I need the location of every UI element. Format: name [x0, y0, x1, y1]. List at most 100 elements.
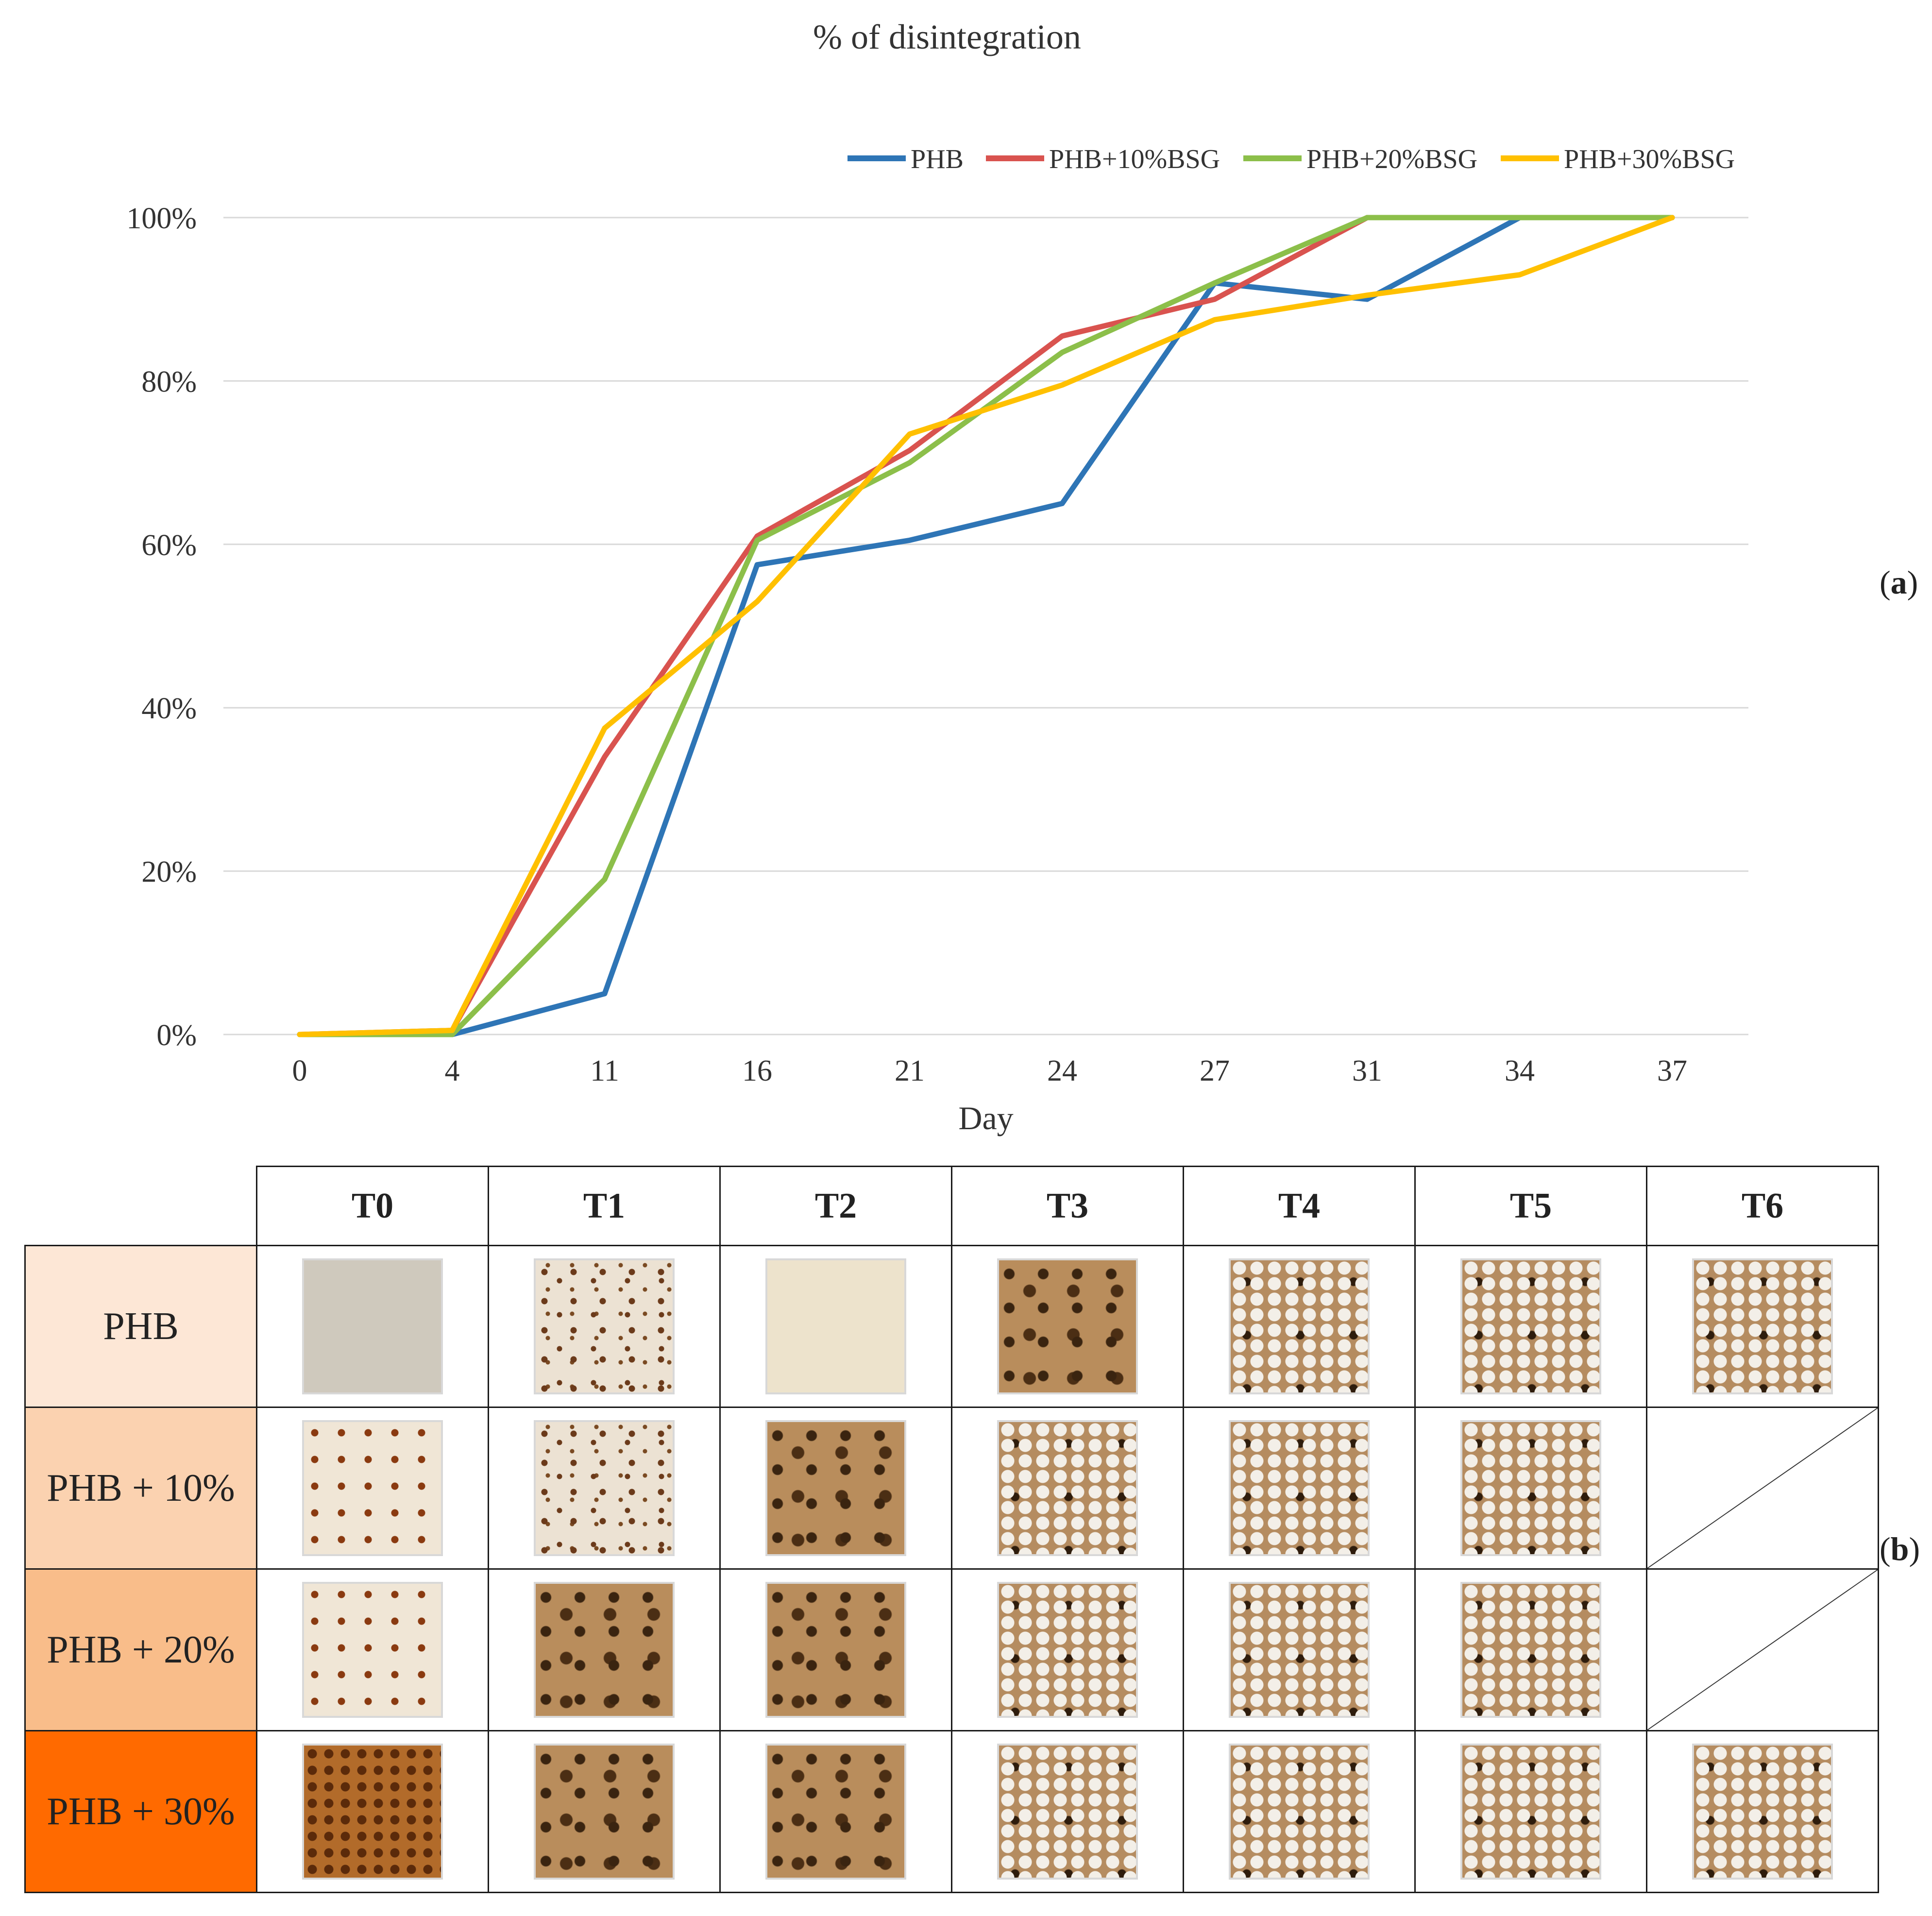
column-header: T0: [256, 1166, 489, 1246]
column-header: T3: [951, 1166, 1184, 1246]
sample-photo: [1229, 1420, 1370, 1556]
sample-photo: [534, 1582, 675, 1718]
sample-cell: [719, 1568, 952, 1731]
sample-photo: [302, 1420, 443, 1556]
y-tick-label: 100%: [126, 202, 197, 235]
sample-photo: [997, 1744, 1138, 1880]
sample-photo: [1229, 1582, 1370, 1718]
sample-cell: [719, 1245, 952, 1408]
x-tick-label: 0: [292, 1054, 307, 1087]
sample-cell: [1414, 1568, 1647, 1731]
sample-photo: [534, 1258, 675, 1394]
x-tick-label: 24: [1047, 1054, 1077, 1087]
sample-cell: [256, 1568, 489, 1731]
sample-cell: [488, 1407, 721, 1570]
sample-photo: [1229, 1258, 1370, 1394]
sample-photo: [1229, 1744, 1370, 1880]
sample-cell: [951, 1568, 1184, 1731]
sample-cell: [1646, 1245, 1879, 1408]
panel-label-a: (a): [1880, 564, 1918, 601]
y-tick-label: 60%: [141, 529, 197, 562]
sample-cell: [719, 1730, 952, 1893]
sample-cell: [1183, 1568, 1416, 1731]
sample-cell: [951, 1730, 1184, 1893]
sample-photo: [534, 1744, 675, 1880]
sample-photo: [302, 1744, 443, 1880]
sample-photo: [997, 1258, 1138, 1394]
row-header: PHB + 10%: [24, 1407, 257, 1570]
legend-label: PHB+10%BSG: [1049, 144, 1220, 174]
sample-photo: [1692, 1258, 1833, 1394]
legend-label: PHB+30%BSG: [1564, 144, 1735, 174]
x-tick-label: 16: [742, 1054, 772, 1087]
sample-cell: [1183, 1730, 1416, 1893]
sample-cell: [719, 1407, 952, 1570]
sample-photo: [997, 1420, 1138, 1556]
sample-photo: [765, 1744, 906, 1880]
x-tick-label: 34: [1505, 1054, 1535, 1087]
panel-label-b: (b): [1880, 1530, 1920, 1567]
sample-cell: [488, 1730, 721, 1893]
column-header: T1: [488, 1166, 721, 1246]
row-header: PHB: [24, 1245, 257, 1408]
sample-cell: [256, 1407, 489, 1570]
sample-cell: [1183, 1245, 1416, 1408]
sample-cell: [1414, 1245, 1647, 1408]
corner-cell: [25, 1166, 257, 1246]
x-tick-label: 21: [895, 1054, 925, 1087]
sample-photo: [302, 1582, 443, 1718]
diagonal-slash: [1647, 1570, 1878, 1730]
sample-photo: [765, 1582, 906, 1718]
sample-cell: [951, 1407, 1184, 1570]
table-header-row: T0 T1 T2 T3 T4 T5 T6: [25, 1166, 1879, 1246]
y-tick-label: 20%: [141, 856, 197, 889]
no-sample-cell: [1646, 1568, 1879, 1731]
x-tick-label: 4: [445, 1054, 460, 1087]
row-header: PHB + 20%: [24, 1568, 257, 1731]
no-sample-cell: [1646, 1407, 1879, 1570]
row-header: PHB + 30%: [24, 1730, 257, 1893]
table-row: PHB + 30%: [24, 1730, 1879, 1893]
x-tick-label: 27: [1200, 1054, 1230, 1087]
gridlines: [223, 217, 1748, 1035]
sample-cell: [488, 1568, 721, 1731]
legend-label: PHB+20%BSG: [1306, 144, 1477, 174]
x-tick-label: 37: [1657, 1054, 1687, 1087]
sample-photo: [1692, 1744, 1833, 1880]
sample-photo: [1460, 1744, 1601, 1880]
diagonal-slash: [1647, 1408, 1878, 1568]
sample-cell: [1414, 1407, 1647, 1570]
sample-cell: [1646, 1730, 1879, 1893]
x-axis-label: Day: [958, 1100, 1013, 1136]
sample-cell: [256, 1245, 489, 1408]
sample-photo: [765, 1420, 906, 1556]
chart-title: % of disintegration: [813, 17, 1081, 56]
sample-photo-table: T0 T1 T2 T3 T4 T5 T6 PHB PHB + 10% PHB + 2…: [24, 1166, 1879, 1893]
x-tick-label: 11: [590, 1054, 619, 1087]
table-row: PHB + 10%: [24, 1407, 1879, 1570]
series-line-phb-20-bsg: [297, 215, 1675, 1037]
sample-photo: [1460, 1582, 1601, 1718]
sample-cell: [1414, 1730, 1647, 1893]
sample-cell: [256, 1730, 489, 1893]
x-axis-ticks: 0 4 11 16 21 24 27 31 34 37: [292, 1054, 1688, 1087]
series-line-phb: [297, 215, 1675, 1037]
series-line-phb-30-bsg: [297, 215, 1675, 1037]
sample-cell: [951, 1245, 1184, 1408]
y-tick-label: 40%: [141, 692, 197, 725]
disintegration-chart: % of disintegration 0% 20% 40% 60% 80% 100% 0…: [126, 17, 1748, 1136]
sample-cell: [488, 1245, 721, 1408]
column-header: T5: [1414, 1166, 1647, 1246]
sample-photo: [534, 1420, 675, 1556]
sample-photo: [1460, 1258, 1601, 1394]
series-lines: [297, 215, 1675, 1037]
legend: PHB PHB+10%BSG PHB+20%BSG PHB+30%BSG: [847, 144, 1735, 174]
sample-photo: [997, 1582, 1138, 1718]
legend-label: PHB: [911, 144, 964, 174]
y-tick-label: 0%: [156, 1019, 197, 1052]
sample-cell: [1183, 1407, 1416, 1570]
sample-photo: [1460, 1420, 1601, 1556]
y-tick-label: 80%: [141, 365, 197, 398]
column-header: T2: [719, 1166, 952, 1246]
table-row: PHB + 20%: [24, 1568, 1879, 1731]
